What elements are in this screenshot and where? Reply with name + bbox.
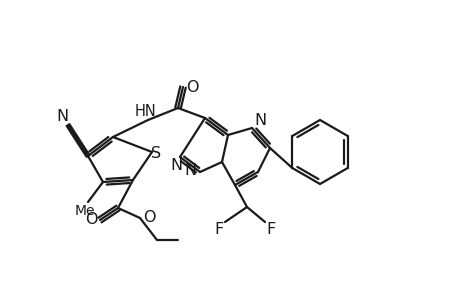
Text: F: F <box>266 221 275 236</box>
Text: S: S <box>151 146 161 160</box>
Text: O: O <box>142 211 155 226</box>
Text: N: N <box>253 112 265 128</box>
Text: O: O <box>185 80 198 94</box>
Text: F: F <box>214 221 223 236</box>
Text: O: O <box>84 212 97 227</box>
Text: HN: HN <box>135 103 157 118</box>
Text: N: N <box>169 158 182 172</box>
Text: N: N <box>184 163 196 178</box>
Text: N: N <box>56 109 68 124</box>
Text: Me: Me <box>74 204 95 218</box>
